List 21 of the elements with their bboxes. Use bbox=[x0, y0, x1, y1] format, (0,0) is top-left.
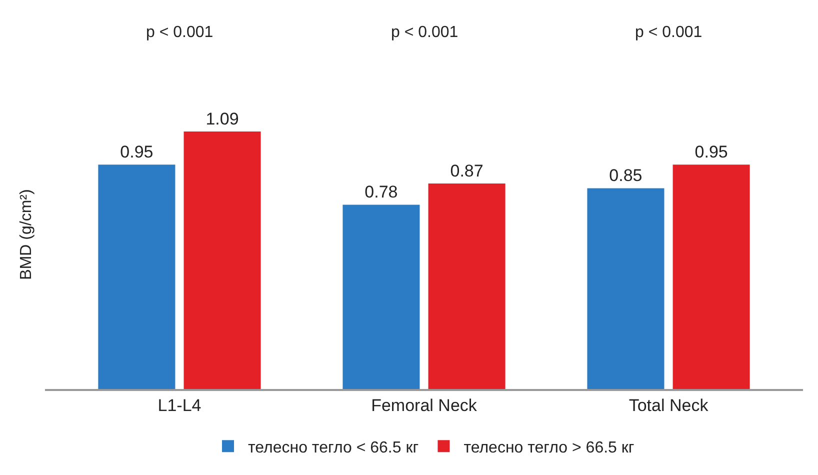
text: p < 0.001 bbox=[635, 24, 702, 41]
data-label: 1.09 bbox=[206, 110, 239, 128]
data-label: 0.78 bbox=[364, 182, 398, 202]
bar bbox=[587, 188, 664, 389]
bar bbox=[342, 204, 420, 389]
bar bbox=[428, 183, 506, 389]
bar bbox=[98, 164, 176, 389]
data-label: 0.87 bbox=[450, 161, 484, 180]
x-tick-label: Femoral Neck bbox=[371, 396, 478, 416]
data-label: 0.85 bbox=[609, 166, 642, 186]
legend-label: телесно тегло < 66.5 кг bbox=[248, 439, 419, 456]
legend-label: телесно тегло > 66.5 кг bbox=[464, 439, 634, 456]
text: p < 0.001 bbox=[146, 24, 214, 41]
bar bbox=[672, 164, 750, 389]
text: p < 0.001 bbox=[391, 24, 458, 41]
x-tick-label: Total Neck bbox=[628, 396, 709, 416]
bar bbox=[184, 132, 261, 389]
y-axis-title: BMD (g/cm²) bbox=[18, 189, 35, 280]
x-tick-label: L1-L4 bbox=[158, 396, 202, 416]
data-label: 0.95 bbox=[120, 142, 154, 162]
data-label: 0.95 bbox=[694, 142, 728, 162]
